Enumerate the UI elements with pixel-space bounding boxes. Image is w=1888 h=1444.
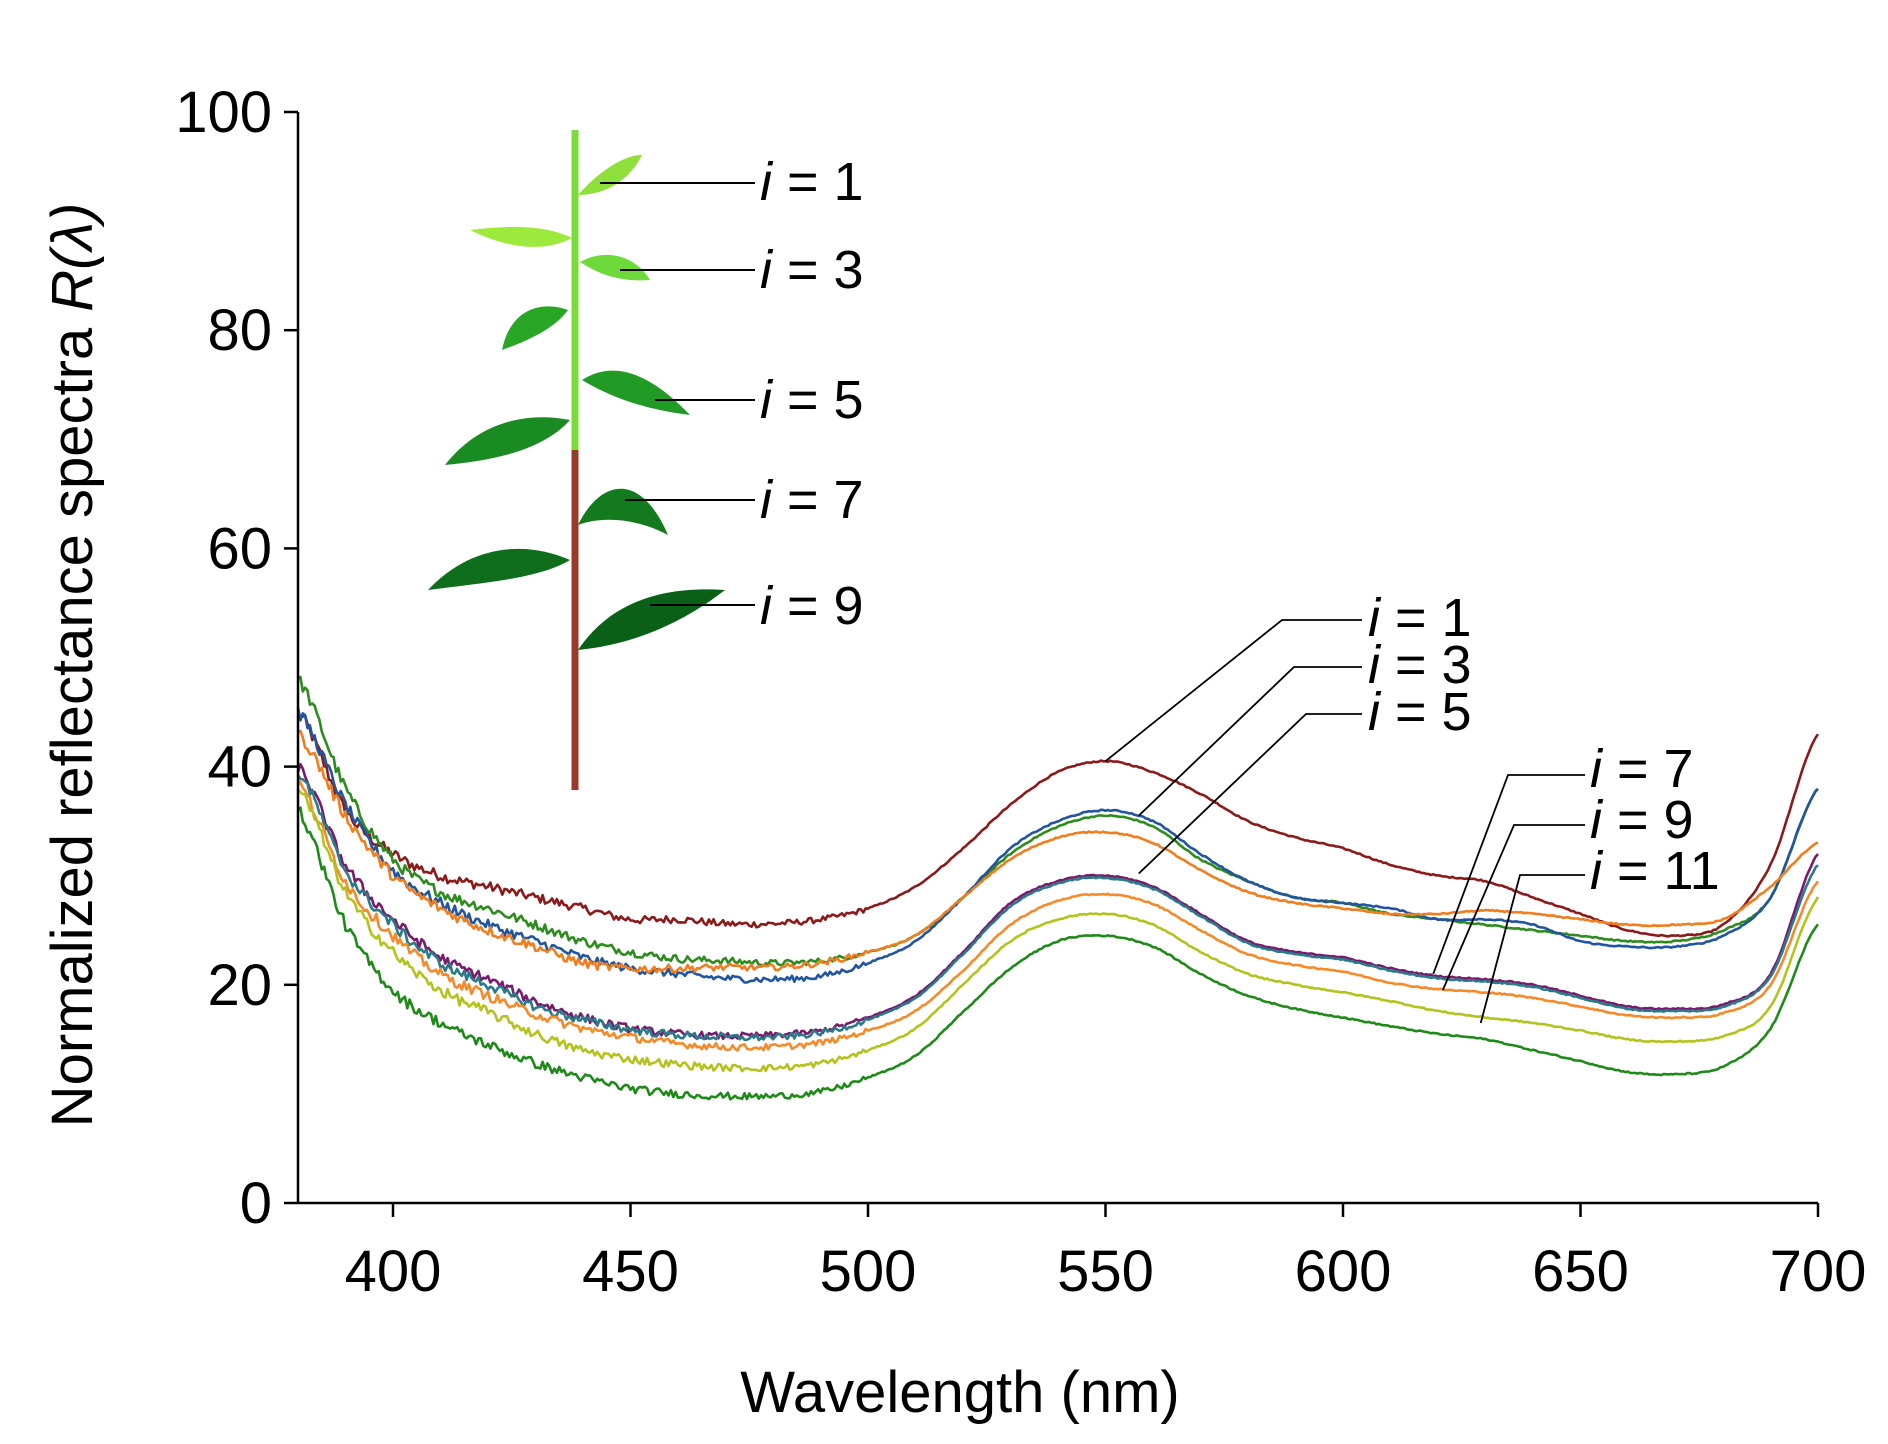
spectra-leader-11	[1479, 874, 1585, 1024]
x-tick-label-600: 600	[1295, 1239, 1392, 1304]
leaf-5	[582, 370, 690, 415]
leaf-6	[445, 417, 570, 465]
spectra-label-11: i = 11	[1590, 841, 1720, 901]
spectra-label-9: i = 9	[1590, 790, 1694, 850]
y-tick-label-20: 20	[207, 953, 272, 1018]
spectra-leader-9	[1441, 824, 1585, 991]
y-axis-symbol: R(λ)	[40, 203, 105, 312]
plant-label-7: i = 7	[760, 470, 864, 530]
series-line-6	[297, 780, 1820, 1052]
spectra-leader-7	[1432, 774, 1585, 975]
leaf-7	[578, 488, 668, 535]
spectra-leader-5	[1138, 713, 1362, 875]
leaf-1	[578, 155, 642, 195]
plant-label-9: i = 9	[760, 576, 864, 636]
spectra-leader-1	[1104, 619, 1362, 762]
series-line-8	[297, 806, 1820, 1101]
plant-label-5: i = 5	[760, 370, 864, 430]
y-tick-label-60: 60	[207, 516, 272, 581]
x-tick-label-650: 650	[1532, 1239, 1629, 1304]
spectra-label-3: i = 3	[1368, 635, 1472, 695]
leaf-8	[428, 548, 570, 590]
y-tick-label-0: 0	[240, 1171, 272, 1236]
plant-illustration	[428, 130, 725, 790]
series-line-2	[296, 707, 1819, 984]
spectra-annotations	[1104, 619, 1585, 1024]
y-tick-label-80: 80	[207, 298, 272, 363]
x-tick-label-550: 550	[1057, 1239, 1154, 1304]
plant-labels: i = 1 i = 3 i = 5 i = 7 i = 9	[760, 152, 864, 636]
x-tick-label-400: 400	[345, 1239, 442, 1304]
x-axis-title: Wavelength (nm)	[740, 1360, 1179, 1425]
spectra-labels-group1: i = 1 i = 3 i = 5	[1368, 588, 1472, 742]
leaf-4	[502, 306, 568, 350]
leaf-3	[580, 254, 650, 281]
spectra-label-7: i = 7	[1590, 739, 1694, 799]
y-tick-label-100: 100	[175, 80, 272, 145]
x-tick-label-450: 450	[582, 1239, 679, 1304]
leaf-9	[578, 589, 725, 650]
axis-ticks: 0 20 40 60 80 100 400 450 500 550 600 650 700	[175, 80, 1866, 1304]
series-line-1	[297, 675, 1819, 968]
y-axis-title: Normalized reflectance spectra R(λ)	[40, 203, 105, 1128]
x-tick-label-700: 700	[1770, 1239, 1867, 1304]
x-tick-label-500: 500	[820, 1239, 917, 1304]
series-line-4	[296, 763, 1819, 1041]
plant-label-3: i = 3	[760, 240, 864, 300]
leaf-2	[470, 226, 572, 247]
y-tick-label-40: 40	[207, 735, 272, 800]
series-line-7	[297, 788, 1820, 1073]
data-series	[296, 675, 1820, 1101]
spectra-labels-group2: i = 7 i = 9 i = 11	[1590, 739, 1720, 901]
series-line-5	[296, 774, 1819, 1042]
spectra-leader-3	[1138, 666, 1362, 817]
series-line-0	[296, 709, 1820, 938]
series-line-3	[297, 729, 1819, 974]
plant-leader-lines	[600, 182, 755, 606]
spectra-label-1: i = 1	[1368, 588, 1472, 648]
plant-label-1: i = 1	[760, 152, 864, 212]
axes	[296, 112, 1818, 1205]
spectra-label-5: i = 5	[1368, 682, 1472, 742]
